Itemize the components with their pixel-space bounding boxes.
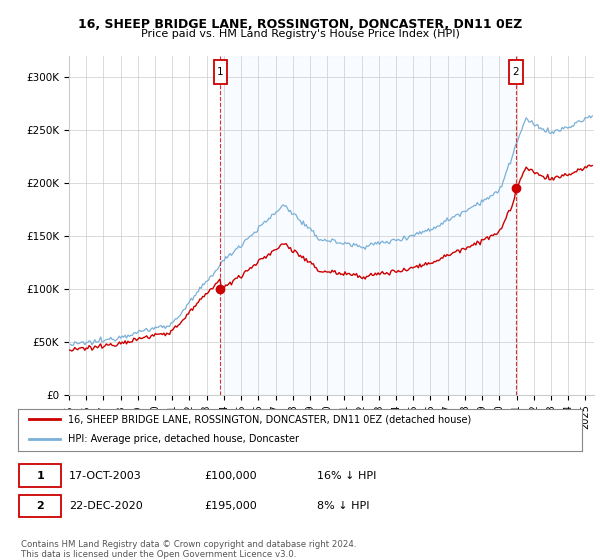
Text: £100,000: £100,000: [204, 471, 257, 481]
Bar: [220, 56, 516, 395]
FancyBboxPatch shape: [19, 464, 61, 487]
Text: 8% ↓ HPI: 8% ↓ HPI: [317, 501, 370, 511]
Text: HPI: Average price, detached house, Doncaster: HPI: Average price, detached house, Donc…: [68, 434, 299, 444]
Text: 22-DEC-2020: 22-DEC-2020: [69, 501, 143, 511]
Text: 1: 1: [37, 471, 44, 481]
Text: Contains HM Land Registry data © Crown copyright and database right 2024.
This d: Contains HM Land Registry data © Crown c…: [21, 540, 356, 559]
FancyBboxPatch shape: [214, 60, 227, 83]
FancyBboxPatch shape: [509, 60, 523, 83]
Text: 2: 2: [37, 501, 44, 511]
FancyBboxPatch shape: [19, 494, 61, 517]
Text: 16% ↓ HPI: 16% ↓ HPI: [317, 471, 376, 481]
Text: 1: 1: [217, 67, 224, 77]
Text: 17-OCT-2003: 17-OCT-2003: [69, 471, 142, 481]
Text: Price paid vs. HM Land Registry's House Price Index (HPI): Price paid vs. HM Land Registry's House …: [140, 29, 460, 39]
Text: 16, SHEEP BRIDGE LANE, ROSSINGTON, DONCASTER, DN11 0EZ: 16, SHEEP BRIDGE LANE, ROSSINGTON, DONCA…: [78, 18, 522, 31]
Text: 2: 2: [513, 67, 520, 77]
Text: £195,000: £195,000: [204, 501, 257, 511]
Text: 16, SHEEP BRIDGE LANE, ROSSINGTON, DONCASTER, DN11 0EZ (detached house): 16, SHEEP BRIDGE LANE, ROSSINGTON, DONCA…: [68, 414, 471, 424]
